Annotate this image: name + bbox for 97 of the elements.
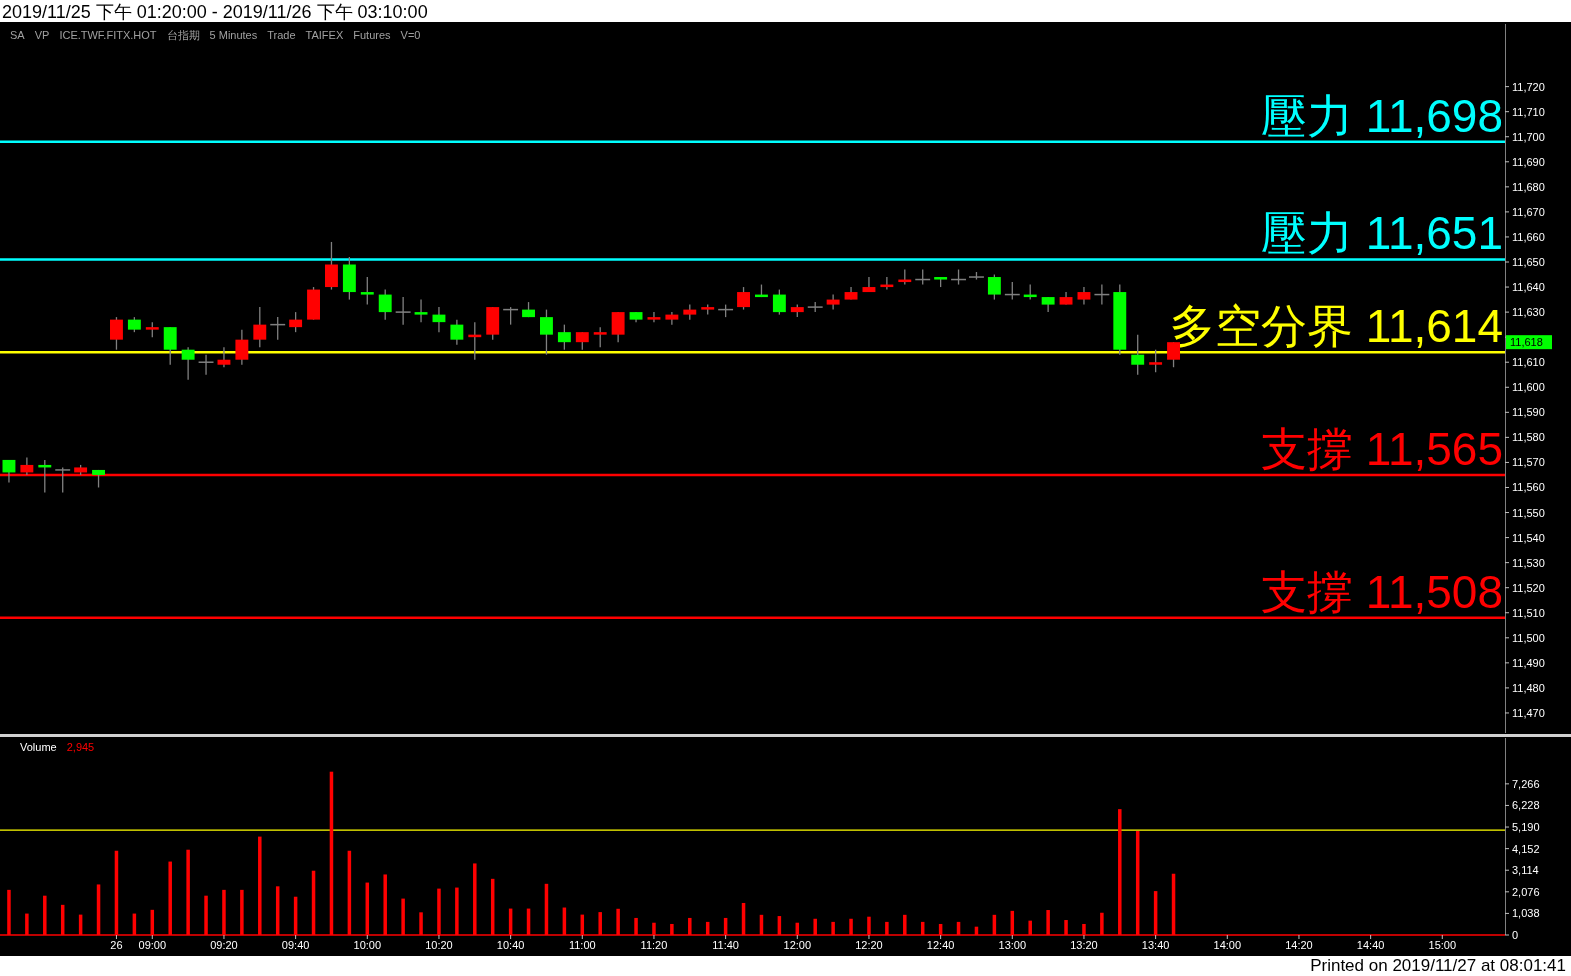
y-tick-label: 11,510 [1512, 606, 1545, 619]
ref-line-label: 支撐 11,565 [1260, 422, 1503, 475]
x-tick-label: 15:00 [1428, 939, 1457, 951]
x-tick-label: 12:00 [783, 939, 812, 951]
chart-title: 2019/11/25 下午 01:20:00 - 2019/11/26 下午 03:10:00 [2, 2, 428, 22]
x-tick-label: 14:40 [1356, 939, 1385, 951]
candlestick [414, 298, 428, 323]
annotation: VP [34, 29, 50, 41]
y-tick-label: 3,114 [1512, 864, 1539, 877]
annotation: V=0 [400, 29, 421, 41]
annotation: Futures [353, 29, 392, 41]
candlestick [378, 288, 392, 321]
candlestick [772, 288, 786, 316]
y-tick-label: 11,570 [1512, 456, 1545, 469]
x-tick-label: 14:00 [1213, 939, 1242, 951]
x-tick-label: 26 [110, 939, 123, 951]
x-tick-label: 10:20 [425, 939, 453, 951]
y-tick-label: 11,670 [1512, 205, 1545, 218]
ref-line-label: 壓力 11,651 [1260, 207, 1503, 260]
y-tick-label: 11,500 [1512, 631, 1545, 644]
annotation: 2,945 [66, 741, 95, 753]
text: Printed on 2019/11/27 at 08:01:41 [1310, 956, 1566, 975]
candlestick [826, 293, 840, 311]
candlestick [181, 346, 195, 381]
candlestick [862, 276, 876, 293]
y-tick-label: 4,152 [1512, 842, 1540, 855]
annotation: ICE.TWF.FITX.HOT [59, 29, 157, 41]
candlestick [665, 311, 679, 326]
candlestick [611, 311, 625, 343]
y-tick-label: 11,480 [1512, 681, 1545, 694]
y-tick-label: 1,038 [1512, 907, 1540, 920]
y-tick-label: 11,660 [1512, 230, 1545, 243]
y-tick-label: 0 [1512, 929, 1519, 941]
ref-line-label: 多空分界 11,614 [1168, 300, 1503, 353]
y-tick-label: 11,520 [1512, 581, 1545, 594]
x-tick-label: 13:00 [998, 939, 1027, 951]
candlestick [235, 329, 249, 366]
x-tick-label: 11:00 [568, 939, 596, 951]
y-tick-label: 2,076 [1512, 885, 1540, 898]
candlestick [557, 323, 571, 351]
y-tick-label: 7,266 [1512, 777, 1540, 790]
x-tick-label: 12:40 [926, 939, 955, 951]
y-tick-label: 11,630 [1512, 306, 1545, 319]
ref-line-label: 壓力 11,698 [1260, 89, 1503, 142]
y-tick-label: 5,190 [1512, 821, 1540, 834]
x-tick-label: 10:00 [353, 939, 382, 951]
candlestick [1131, 334, 1145, 376]
x-tick-label: 14:20 [1285, 939, 1313, 951]
y-tick-label: 11,650 [1512, 256, 1545, 268]
candlestick [1149, 349, 1163, 373]
y-tick-label: 11,590 [1512, 406, 1545, 419]
y-tick-label: 11,550 [1512, 506, 1545, 519]
x-tick-label: 13:40 [1141, 939, 1170, 951]
candlestick [217, 346, 231, 368]
text: 11,618 [1510, 336, 1543, 349]
candlestick [987, 273, 1001, 301]
y-tick-label: 11,690 [1512, 155, 1545, 168]
x-tick-label: 12:20 [855, 939, 883, 951]
x-tick-label: 09:40 [281, 939, 310, 951]
y-tick-label: 6,228 [1512, 799, 1540, 812]
y-tick-label: 11,600 [1512, 381, 1545, 394]
x-tick-label: 11:40 [712, 939, 739, 951]
candlestick [360, 276, 374, 306]
candlestick [289, 311, 303, 333]
y-tick-label: 11,580 [1512, 431, 1545, 444]
x-tick-label: 09:20 [210, 939, 238, 951]
annotation: 台指期 [166, 29, 200, 41]
y-tick-label: 11,640 [1512, 281, 1545, 294]
candlestick [737, 286, 750, 311]
y-tick-label: 11,540 [1512, 531, 1545, 544]
x-tick-label: 13:20 [1070, 939, 1098, 951]
x-tick-label: 09:00 [138, 939, 167, 951]
y-tick-label: 11,490 [1512, 656, 1545, 669]
x-tick-label: 10:40 [496, 939, 525, 951]
y-tick-label: 11,720 [1512, 80, 1545, 93]
candlestick [540, 308, 553, 356]
annotation: SA [10, 29, 26, 41]
y-tick-label: 11,610 [1512, 356, 1545, 369]
y-tick-label: 11,710 [1512, 105, 1545, 118]
y-tick-label: 11,560 [1512, 481, 1545, 494]
x-tick-label: 11:20 [640, 939, 668, 951]
candlestick [325, 241, 338, 291]
candlestick [110, 316, 123, 351]
y-tick-label: 11,680 [1512, 180, 1545, 193]
candlestick [647, 311, 661, 323]
y-tick-label: 11,470 [1512, 706, 1545, 719]
annotation: TAIFEX [305, 29, 344, 41]
candlestick [593, 326, 607, 348]
y-tick-label: 11,530 [1512, 556, 1545, 569]
y-tick-label: 11,700 [1512, 130, 1545, 143]
candlestick [163, 326, 177, 366]
ref-line-label: 支撐 11,508 [1260, 565, 1503, 618]
chart-title: Volume [20, 741, 57, 753]
annotation: Trade [267, 29, 296, 41]
candlestick [450, 318, 464, 346]
annotation: 5 Minutes [209, 29, 258, 41]
candlestick [253, 306, 267, 348]
